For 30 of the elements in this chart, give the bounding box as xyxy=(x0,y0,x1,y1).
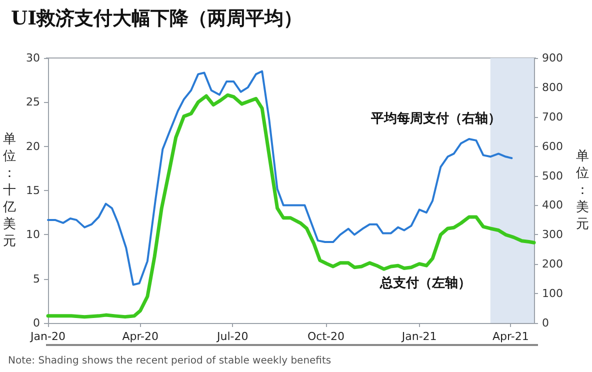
y-tick-label: 0 xyxy=(33,316,40,330)
y2-tick-label: 400 xyxy=(542,198,563,212)
line-series xyxy=(46,93,536,319)
x-tick-label: Apr-20 xyxy=(122,330,158,343)
y2-tick-label: 700 xyxy=(542,110,563,124)
x-tick-label: Jan-21 xyxy=(400,330,437,343)
y2-tick-label: 200 xyxy=(542,258,563,271)
y2-tick-label: 800 xyxy=(542,80,563,94)
x-tick-label: Jul-20 xyxy=(216,330,248,343)
y2-axis-title: 单位：美元 xyxy=(576,149,589,232)
x-tick-label: Oct-20 xyxy=(308,330,345,343)
y-tick-label: 30 xyxy=(26,52,40,64)
series-label: 总支付（左轴） xyxy=(378,274,471,291)
y2-tick-label: 900 xyxy=(542,52,563,64)
y-tick-label: 15 xyxy=(26,184,40,197)
y-tick-label: 25 xyxy=(26,96,40,109)
y2-tick-label: 500 xyxy=(542,169,563,182)
y-axis-title: 单位：十亿美元 xyxy=(2,132,16,249)
y-tick-label: 10 xyxy=(26,228,40,242)
y2-tick-label: 300 xyxy=(542,228,563,242)
y2-tick-label: 100 xyxy=(542,287,563,300)
y-tick-label: 5 xyxy=(33,272,40,286)
y2-tick-label: 0 xyxy=(542,316,549,330)
chart-title: UI救济支付大幅下降（两周平均） xyxy=(11,8,302,30)
x-tick-label: Jan-20 xyxy=(30,330,66,343)
text: 平均每周支付（右轴） xyxy=(370,112,501,127)
text: Note: Shading shows the recent period of stable weekly benefits xyxy=(8,356,332,366)
x-tick-label: Apr-21 xyxy=(492,330,529,343)
y-tick-label: 20 xyxy=(26,140,40,153)
y2-tick-label: 600 xyxy=(542,140,563,153)
